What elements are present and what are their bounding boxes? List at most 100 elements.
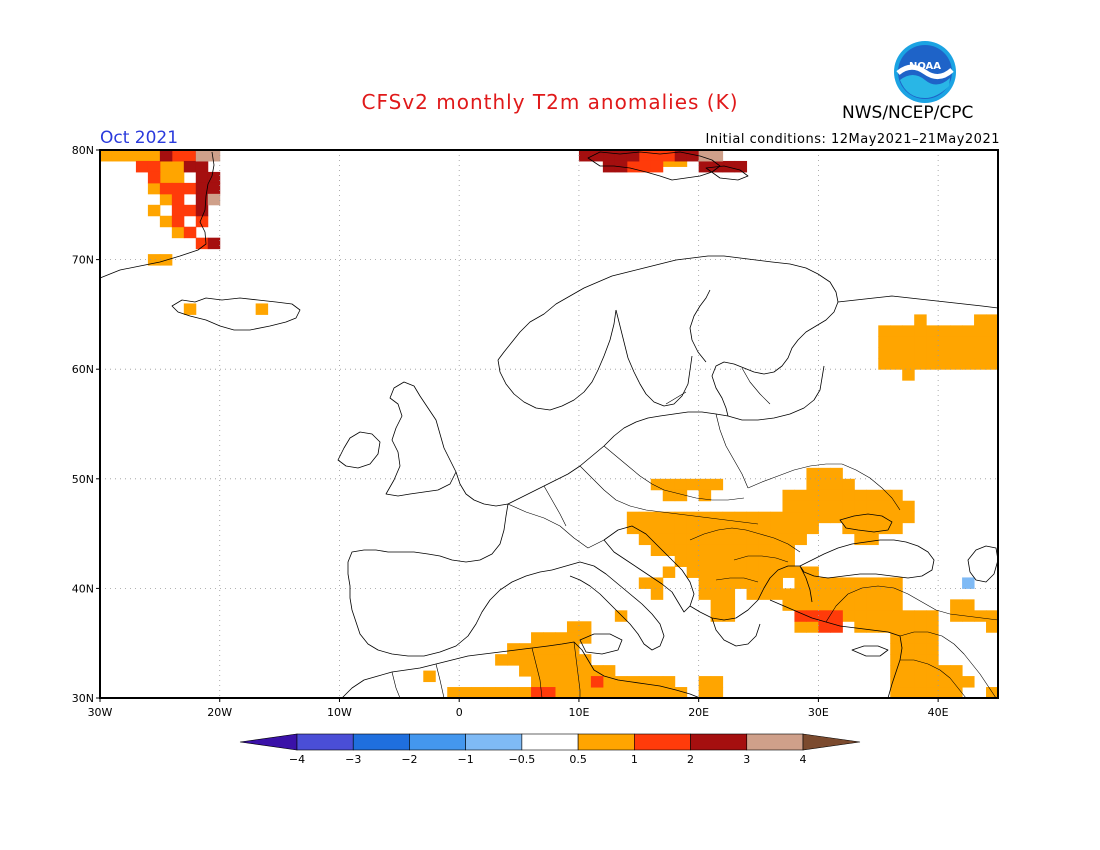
- colorbar-label: −2: [401, 753, 417, 766]
- latitude-tick-label: 50N: [72, 473, 94, 486]
- anomaly-cell: [686, 533, 700, 546]
- anomaly-cell: [914, 654, 927, 666]
- colorbar-label: 3: [743, 753, 750, 766]
- anomaly-cell: [159, 171, 173, 184]
- anomaly-cell: [590, 676, 604, 688]
- anomaly-cell: [746, 555, 760, 567]
- colorbar-min-arrow: [239, 733, 298, 751]
- anomaly-cell: [543, 632, 556, 644]
- anomaly-cell: [722, 577, 736, 589]
- anomaly-cell: [926, 632, 939, 644]
- anomaly-cell: [782, 544, 795, 557]
- anomaly-cell: [195, 150, 209, 162]
- anomaly-cell: [986, 347, 998, 359]
- anomaly-cell: [710, 478, 724, 491]
- anomaly-cell: [770, 577, 783, 589]
- anomaly-cell: [962, 577, 975, 589]
- longitude-tick-label: 20W: [207, 706, 232, 719]
- anomaly-cell: [531, 676, 544, 688]
- anomaly-cell: [686, 150, 700, 162]
- anomaly-cell: [878, 599, 891, 611]
- anomaly-cell: [878, 347, 891, 359]
- anomaly-cell: [686, 511, 700, 524]
- anomaly-cell: [938, 358, 951, 370]
- anomaly-cell: [890, 500, 903, 513]
- anomaly-cell: [938, 336, 951, 348]
- anomaly-cell: [782, 588, 795, 600]
- anomaly-cells: [100, 150, 998, 698]
- anomaly-cell: [926, 336, 939, 348]
- anomaly-cell: [962, 325, 975, 337]
- anomaly-cell: [782, 489, 795, 502]
- anomaly-cell: [459, 687, 472, 698]
- anomaly-cell: [878, 336, 891, 348]
- anomaly-cell: [902, 347, 915, 359]
- anomaly-cell: [806, 467, 819, 480]
- anomaly-cell: [159, 215, 173, 228]
- anomaly-cell: [986, 621, 998, 633]
- anomaly-cell: [986, 358, 998, 370]
- anomaly-cell: [734, 511, 748, 524]
- anomaly-cell: [902, 358, 915, 370]
- anomaly-cell: [734, 566, 748, 578]
- anomaly-cell: [794, 577, 807, 589]
- anomaly-cell: [710, 588, 724, 600]
- anomaly-cell: [746, 588, 760, 600]
- anomaly-cell: [830, 489, 843, 502]
- anomaly-cell: [255, 303, 269, 315]
- anomaly-cell: [914, 676, 927, 688]
- anomaly-cell: [638, 676, 652, 688]
- anomaly-cell: [746, 533, 760, 546]
- anomaly-cell: [638, 522, 652, 535]
- anomaly-cell: [183, 226, 197, 239]
- anomaly-cell: [746, 511, 760, 524]
- anomaly-cell: [794, 500, 807, 513]
- anomaly-cell: [674, 522, 688, 535]
- anomaly-cell: [830, 588, 843, 600]
- anomaly-cell: [638, 687, 652, 698]
- anomaly-cell: [710, 522, 724, 535]
- anomaly-cell: [183, 150, 197, 162]
- anomaly-cell: [698, 687, 712, 698]
- map-axes: 30W 20W 10W 0 10E 20E 30E 40E 30N 40N 50N 60N 70N 80N: [72, 144, 949, 719]
- anomaly-cell: [914, 687, 927, 698]
- anomaly-cell: [722, 610, 736, 622]
- anomaly-cell: [830, 577, 843, 589]
- anomaly-cell: [794, 588, 807, 600]
- anomaly-cell: [878, 588, 891, 600]
- anomaly-cell: [890, 676, 903, 688]
- anomaly-cell: [590, 687, 604, 698]
- anomaly-cell: [866, 599, 879, 611]
- anomaly-cell: [602, 160, 616, 173]
- anomaly-cell: [650, 544, 664, 557]
- anomaly-cell: [602, 150, 616, 162]
- anomaly-cell: [902, 676, 915, 688]
- anomaly-cell: [507, 643, 520, 655]
- anomaly-cell: [722, 566, 736, 578]
- anomaly-cell: [758, 522, 772, 535]
- anomaly-cell: [902, 336, 915, 348]
- anomaly-cell: [974, 325, 987, 337]
- anomaly-cell: [806, 522, 819, 535]
- anomaly-cell: [638, 533, 652, 546]
- anomaly-cell: [950, 676, 963, 688]
- latitude-tick-label: 60N: [72, 363, 94, 376]
- anomaly-cell: [554, 643, 568, 655]
- anomaly-cell: [710, 511, 724, 524]
- anomaly-cell: [507, 687, 520, 698]
- anomaly-cell: [854, 577, 867, 589]
- anomaly-cell: [926, 687, 939, 698]
- anomaly-cell: [531, 665, 544, 677]
- anomaly-cell: [710, 566, 724, 578]
- anomaly-cell: [543, 665, 556, 677]
- anomaly-cell: [746, 522, 760, 535]
- colorbar-swatch: [465, 733, 523, 751]
- longitude-tick-label: 40E: [928, 706, 949, 719]
- anomaly-cell: [806, 489, 819, 502]
- anomaly-cell: [878, 610, 891, 622]
- anomaly-cell: [662, 489, 676, 502]
- anomaly-cell: [734, 577, 748, 589]
- anomaly-cell: [926, 325, 939, 337]
- anomaly-cell: [100, 150, 113, 162]
- colorbar-swatch: [296, 733, 354, 751]
